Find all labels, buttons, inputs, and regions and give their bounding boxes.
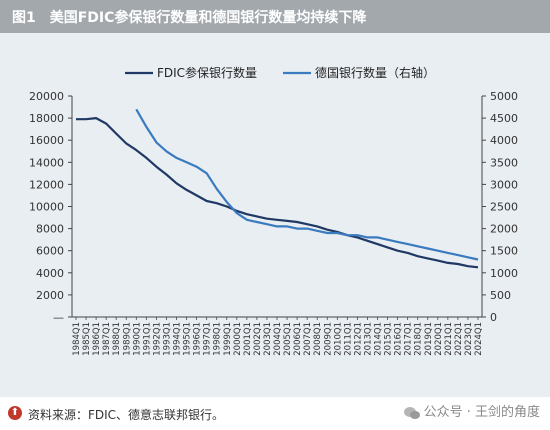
right-tick-label: 5000 — [490, 90, 518, 103]
right-tick-label: 1000 — [490, 267, 518, 280]
x-tick-label: 2020Q1 — [434, 322, 444, 356]
x-tick-label: 2019Q1 — [424, 322, 434, 356]
x-tick-label: 1989Q1 — [122, 322, 132, 356]
x-tick-label: 1995Q1 — [183, 322, 193, 356]
watermark: 公众号 · 王剑的角度 — [403, 401, 540, 420]
x-tick-label: 2018Q1 — [414, 322, 424, 356]
watermark-text: 公众号 · 王剑的角度 — [423, 405, 540, 420]
x-tick-label: 1998Q1 — [213, 322, 223, 356]
germany-series-line — [135, 108, 479, 261]
x-tick-label: 2012Q1 — [353, 322, 363, 356]
x-tick-label: 2011Q1 — [343, 322, 353, 356]
plot-background — [0, 33, 550, 397]
x-tick-label: 2010Q1 — [333, 322, 343, 356]
x-tick-label: 1986Q1 — [92, 322, 102, 356]
right-tick-label: 4000 — [490, 134, 518, 147]
x-tick-label: 1984Q1 — [72, 322, 82, 356]
footer: ⬆ 资料来源：FDIC、德意志联邦银行。 公众号 · 王剑的角度 — [0, 397, 550, 430]
right-tick-label: 3000 — [490, 178, 518, 191]
left-tick-label: — — [53, 311, 64, 324]
x-tick-label: 2013Q1 — [363, 322, 373, 356]
x-tick-label: 2016Q1 — [394, 322, 404, 356]
x-tick-label: 2001Q1 — [243, 322, 253, 356]
x-tick-label: 1993Q1 — [162, 322, 172, 356]
x-tick-label: 2000Q1 — [233, 322, 243, 356]
source-note: 资料来源：FDIC、德意志联邦银行。 — [28, 408, 225, 422]
left-tick-label: 16000 — [29, 134, 64, 147]
arrow-up-icon: ⬆ — [8, 406, 22, 420]
x-tick-label: 2015Q1 — [384, 322, 394, 356]
x-tick-label: 2024Q1 — [474, 322, 484, 356]
left-tick-label: 8000 — [36, 223, 64, 236]
chart-canvas: 2000018000160001400012000100008000600040… — [29, 65, 518, 356]
x-tick-label: 2014Q1 — [374, 322, 384, 356]
x-tick-label: 1997Q1 — [203, 322, 213, 356]
x-tick-label: 1988Q1 — [112, 322, 122, 356]
x-tick-label: 1996Q1 — [193, 322, 203, 356]
x-tick-label: 2004Q1 — [273, 322, 283, 356]
left-tick-label: 20000 — [29, 90, 64, 103]
left-tick-label: 6000 — [36, 245, 64, 258]
x-tick-label: 2009Q1 — [323, 322, 333, 356]
right-tick-label: 2500 — [490, 201, 518, 214]
x-tick-label: 1994Q1 — [173, 322, 183, 356]
x-tick-label: 2017Q1 — [404, 322, 414, 356]
x-tick-label: 2007Q1 — [303, 322, 313, 356]
x-tick-label: 1999Q1 — [223, 322, 233, 356]
x-tick-label: 2006Q1 — [293, 322, 303, 356]
x-tick-label: 2008Q1 — [313, 322, 323, 356]
right-tick-label: 2000 — [490, 223, 518, 236]
right-tick-label: 500 — [490, 289, 511, 302]
x-tick-label: 1987Q1 — [102, 322, 112, 356]
chart-title: 图1 美国FDIC参保银行数量和德国银行数量均持续下降 — [12, 10, 367, 26]
x-tick-label: 1991Q1 — [142, 322, 152, 356]
left-tick-label: 14000 — [29, 156, 64, 169]
left-tick-label: 18000 — [29, 112, 64, 125]
right-tick-label: 3500 — [490, 156, 518, 169]
wechat-icon — [403, 406, 420, 419]
left-tick-label: 4000 — [36, 267, 64, 280]
legend-label: 德国银行数量（右轴） — [315, 65, 435, 80]
left-tick-label: 10000 — [29, 201, 64, 214]
right-tick-label: 0 — [490, 311, 497, 324]
right-tick-label: 4500 — [490, 112, 518, 125]
fdic-series-line — [76, 117, 479, 269]
x-tick-label: 2003Q1 — [263, 322, 273, 356]
legend-label: FDIC参保银行数量 — [157, 65, 257, 80]
x-tick-label: 1992Q1 — [152, 322, 162, 356]
x-tick-label: 1985Q1 — [82, 322, 92, 356]
x-tick-label: 2002Q1 — [253, 322, 263, 356]
left-tick-label: 2000 — [36, 289, 64, 302]
x-tick-label: 2005Q1 — [283, 322, 293, 356]
title-bar: 图1 美国FDIC参保银行数量和德国银行数量均持续下降 — [0, 0, 550, 33]
x-tick-label: 2021Q1 — [444, 322, 454, 356]
left-tick-label: 12000 — [29, 178, 64, 191]
right-tick-label: 1500 — [490, 245, 518, 258]
x-tick-label: 1990Q1 — [132, 322, 142, 356]
x-tick-label: 2022Q1 — [454, 322, 464, 356]
x-tick-label: 2023Q1 — [464, 322, 474, 356]
